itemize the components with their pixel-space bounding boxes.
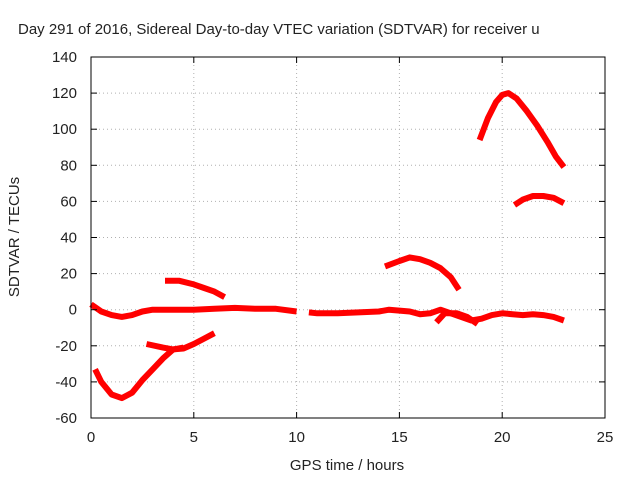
y-tick-label: 120 [52,85,77,102]
y-axis-title: SDTVAR / TECUs [6,177,23,297]
y-tick-label: 40 [60,230,77,247]
chart-title: Day 291 of 2016, Sidereal Day-to-day VTE… [18,21,540,38]
x-tick-label: 0 [87,429,95,446]
grid [91,57,605,418]
y-tick-label: 140 [52,49,77,66]
series-line-0 [89,301,297,320]
series-layer [89,90,567,402]
series-line-6 [383,254,462,292]
x-tick-label: 5 [190,429,198,446]
y-tick-label: -20 [55,338,77,355]
ticks [90,56,606,419]
x-tick-label: 10 [288,429,305,446]
x-tick-label: 15 [391,429,408,446]
y-tick-label: 60 [60,193,77,210]
series-line-8 [512,193,566,208]
y-tick-labels: -60 -40 -20 0 20 40 60 80 100 120 140 [52,49,77,427]
series-line-7 [476,90,567,169]
y-tick-label: 20 [60,266,77,283]
y-tick-label: 80 [60,157,77,174]
x-tick-labels: 0 5 10 15 20 25 [87,429,614,446]
y-tick-label: -40 [55,374,77,391]
x-tick-label: 25 [597,429,614,446]
series-line-1 [92,344,185,402]
x-axis-title: GPS time / hours [290,457,404,474]
series-line-2 [145,330,216,353]
y-tick-label: -60 [55,410,77,427]
series-line-5 [434,310,480,327]
series-line-3 [165,277,227,300]
y-tick-label: 0 [69,302,77,319]
y-tick-label: 100 [52,121,77,138]
x-tick-label: 20 [494,429,511,446]
